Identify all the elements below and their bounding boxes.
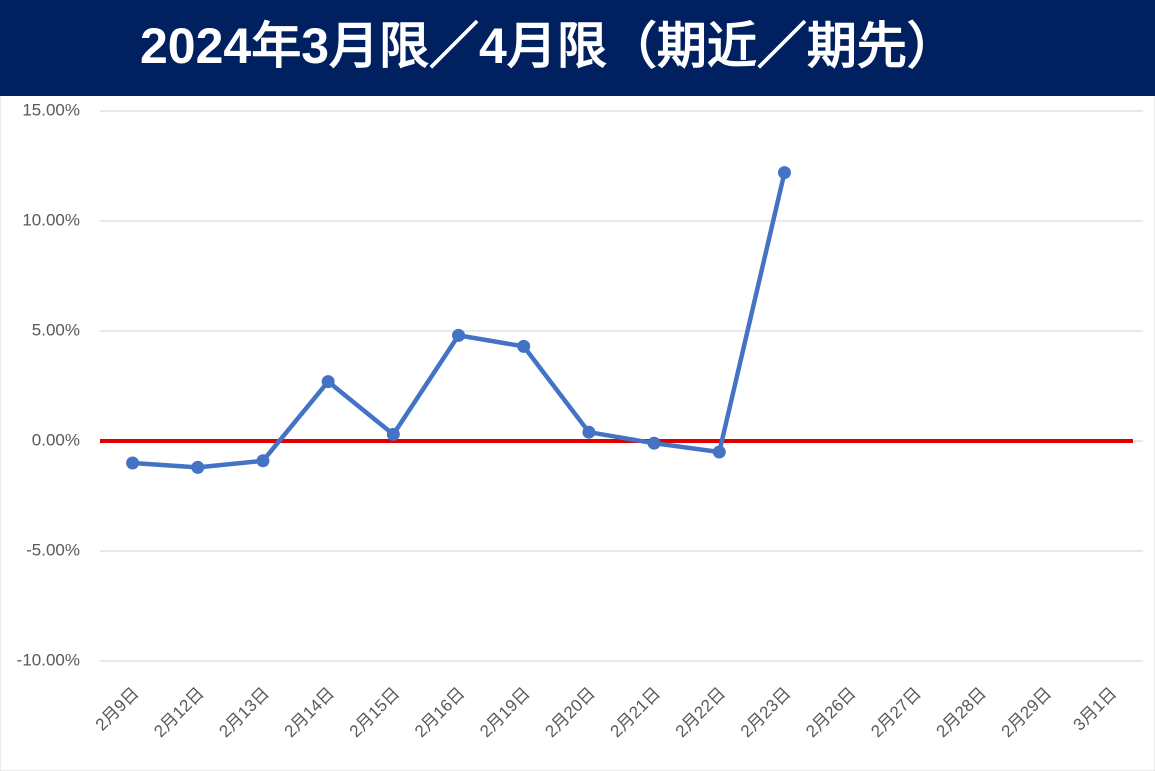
y-tick-label: 0.00% bbox=[32, 430, 80, 449]
title-bar bbox=[0, 0, 1155, 96]
data-point bbox=[777, 166, 791, 180]
chart-title: 2024年3月限／4月限（期近／期先） bbox=[140, 18, 957, 74]
data-point bbox=[712, 445, 726, 459]
data-point bbox=[256, 454, 270, 468]
y-tick-label: -5.00% bbox=[26, 540, 80, 559]
data-point bbox=[386, 427, 400, 441]
data-point bbox=[452, 328, 466, 342]
y-tick-label: 10.00% bbox=[22, 210, 80, 229]
data-point bbox=[191, 460, 205, 474]
y-tick-label: 5.00% bbox=[32, 320, 80, 339]
data-point bbox=[126, 456, 140, 470]
data-point bbox=[517, 339, 531, 353]
data-point bbox=[647, 436, 661, 450]
y-tick-label: 15.00% bbox=[22, 100, 80, 119]
data-point bbox=[582, 425, 596, 439]
data-point bbox=[321, 375, 335, 389]
y-tick-label: -10.00% bbox=[17, 650, 80, 669]
